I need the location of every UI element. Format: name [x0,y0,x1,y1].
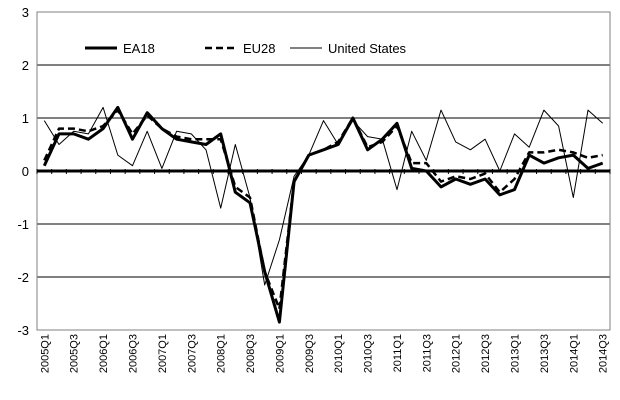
y-tick-label: 3 [22,5,29,20]
legend-label: EU28 [243,41,276,56]
x-tick-label: 2005Q3 [69,334,81,373]
x-tick-label: 2009Q3 [304,334,316,373]
series-line-eu28 [43,108,603,311]
series-group [42,105,604,324]
y-tick-label: 2 [22,58,29,73]
x-tick-label: 2008Q3 [245,334,257,373]
x-tick-label: 2007Q1 [157,334,169,373]
x-tick-label: 2009Q1 [274,334,286,373]
x-tick-label: 2008Q1 [216,334,228,373]
y-tick-label: -2 [17,270,29,285]
y-tick-label: -3 [17,323,29,338]
x-tick-label: 2007Q3 [186,334,198,373]
series-line-united-states [43,106,604,286]
x-tick-label: 2013Q3 [539,334,551,373]
x-tick-label: 2011Q1 [392,334,404,372]
x-tick-label: 2013Q1 [510,334,522,373]
x-tick-label: 2010Q1 [333,334,345,373]
x-tick-label: 2011Q3 [421,334,433,372]
x-tick-label: 2005Q1 [39,334,51,373]
x-tick-label: 2014Q3 [598,334,610,373]
series-line-ea18 [42,105,604,324]
y-tick-label: 1 [22,111,29,126]
x-tick-label: 2012Q3 [480,334,492,373]
x-tick-label: 2006Q3 [128,334,140,373]
y-tick-label: 0 [22,164,29,179]
legend-label: EA18 [123,41,155,56]
x-tick-label: 2006Q1 [98,334,110,373]
y-axis: 3 2 1 0 -1 -2 -3 [17,5,29,338]
legend-label: United States [328,41,407,56]
x-tick-label: 2012Q1 [451,334,463,373]
x-tick-label: 2014Q1 [568,334,580,373]
legend: EA18 EU28 United States [85,41,407,56]
y-tick-label: -1 [17,217,29,232]
x-tick-label: 2010Q3 [363,334,375,373]
x-axis: 2005Q1 2005Q3 2006Q1 2006Q3 2007Q1 2007Q3 2008… [36,169,611,373]
